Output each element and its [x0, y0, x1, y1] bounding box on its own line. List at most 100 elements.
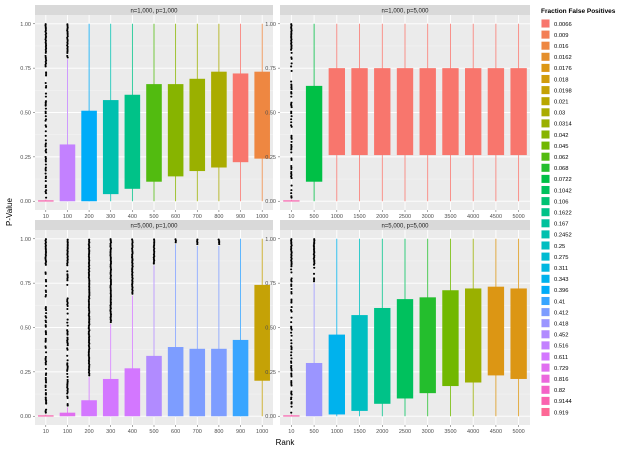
legend-entry: 0.919: [540, 407, 569, 417]
box-200: [81, 238, 97, 417]
outlier-point: [88, 280, 91, 283]
outlier-point: [44, 345, 47, 348]
outlier-point: [109, 254, 112, 257]
outlier-point: [45, 284, 48, 288]
outlier-point: [290, 372, 293, 375]
outlier-point: [290, 334, 293, 337]
outlier-point: [45, 401, 48, 404]
y-tick-label: 1.00: [265, 22, 276, 28]
x-tick-label: 1500: [353, 429, 365, 435]
legend-swatch: [541, 186, 550, 194]
legend-entry: 0.0314: [540, 118, 573, 129]
outlier-point: [196, 243, 199, 246]
outlier-point: [66, 279, 69, 282]
legend-swatch: [541, 274, 550, 283]
outlier-point: [66, 48, 69, 51]
outlier-point: [45, 402, 48, 405]
legend-entry: 0.2452: [540, 229, 572, 240]
x-tick-label: 500: [149, 214, 158, 220]
legend-swatch: [541, 152, 550, 161]
outlier-point: [290, 316, 293, 319]
outlier-point: [66, 244, 69, 247]
outlier-point: [87, 351, 90, 354]
box-500: [146, 238, 162, 417]
outlier-point: [109, 281, 112, 285]
y-tick-label: 0.50: [20, 326, 31, 332]
x-tick-label: 10: [288, 214, 294, 220]
outlier-point: [88, 318, 91, 321]
outlier-point: [313, 238, 316, 241]
legend-swatch: [541, 163, 550, 172]
panel-1: n=1,000, p=1,000 0.00 0.25 0.50 0.75 1.00 10 10…: [20, 5, 273, 220]
box-body: [487, 68, 505, 156]
outlier-point: [131, 256, 134, 259]
outlier-point: [44, 272, 47, 275]
box-body: [38, 200, 54, 202]
outlier-point: [44, 118, 48, 121]
x-tick-label: 500: [149, 429, 158, 435]
box-1000: [328, 23, 345, 202]
outlier-point: [44, 92, 48, 95]
outlier-point: [66, 35, 69, 38]
outlier-point: [44, 251, 48, 254]
legend-swatch: [541, 241, 550, 250]
legend-entry: 0.0066: [540, 18, 572, 29]
outlier-point: [290, 62, 293, 65]
x-tick-label: 600: [171, 214, 180, 220]
box-5000: [510, 238, 527, 417]
legend-label: 0.062: [554, 155, 569, 161]
outlier-point: [290, 238, 293, 241]
box-4000: [465, 23, 482, 202]
outlier-point: [66, 312, 69, 315]
outlier-point: [88, 360, 91, 363]
legend-entry: 0.311: [540, 262, 568, 273]
box-900: [232, 23, 249, 202]
x-tick-label: 300: [106, 429, 115, 435]
outlier-point: [44, 130, 47, 133]
legend-swatch: [541, 297, 550, 305]
outlier-point: [290, 390, 293, 393]
box-body: [351, 68, 368, 156]
legend-swatch: [541, 141, 550, 150]
outlier-point: [44, 254, 47, 257]
legend-swatch: [541, 363, 550, 372]
outlier-point: [290, 381, 293, 384]
legend-label: 0.0314: [554, 122, 573, 128]
outlier-point: [290, 115, 293, 118]
box-body: [59, 144, 76, 202]
outlier-point: [290, 164, 293, 168]
outlier-point: [313, 239, 316, 242]
outlier-point: [196, 238, 199, 241]
outlier-point: [290, 284, 293, 288]
x-tick-label: 300: [106, 214, 115, 220]
legend-swatch: [541, 119, 550, 128]
box-10: [38, 238, 54, 417]
x-tick-label: 800: [214, 429, 223, 435]
outlier-point: [217, 238, 220, 241]
legend-entry: 0.516: [540, 340, 569, 351]
outlier-point: [66, 297, 69, 300]
outlier-point: [290, 298, 293, 301]
y-tick-label: 1.00: [20, 237, 31, 243]
outlier-point: [66, 363, 69, 366]
legend-swatch: [541, 63, 550, 72]
y-tick-label: 0.50: [265, 326, 276, 332]
legend-entry: 0.611: [540, 351, 568, 362]
outlier-point: [45, 408, 48, 411]
box-4500: [487, 238, 505, 417]
outlier-point: [290, 80, 293, 83]
box-body: [419, 297, 436, 394]
legend-label: 0.068: [554, 166, 569, 172]
outlier-point: [87, 306, 90, 309]
outlier-point: [109, 315, 112, 318]
outlier-point: [66, 240, 69, 243]
legend-swatch: [541, 319, 550, 328]
outlier-point: [290, 51, 293, 54]
outlier-point: [313, 260, 316, 263]
box-body: [283, 415, 300, 417]
box-body: [189, 348, 206, 417]
outlier-point: [131, 259, 134, 262]
legend-entry: 0.0198: [540, 85, 572, 95]
outlier-point: [109, 238, 112, 241]
